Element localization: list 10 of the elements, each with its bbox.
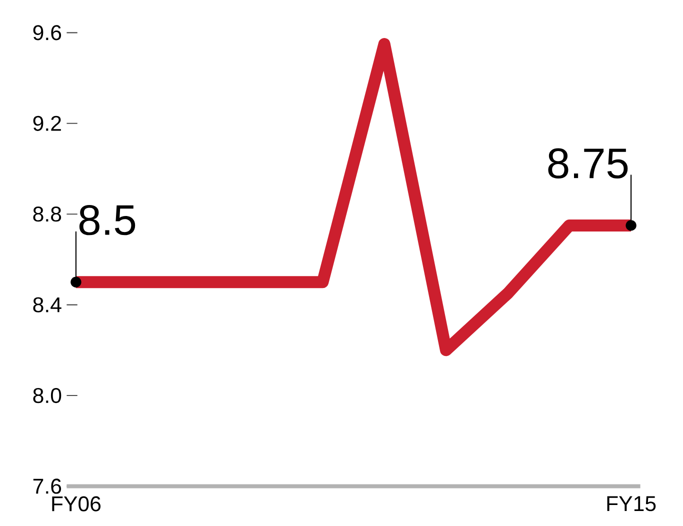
x-tick-label: FY15 xyxy=(607,496,656,512)
y-tick-label: 8.4 xyxy=(33,297,62,312)
y-tick-label: 9.6 xyxy=(33,25,62,40)
data-label: 8.5 xyxy=(79,204,136,236)
y-tick-label: 8.8 xyxy=(33,206,62,222)
y-tick-label: 8.0 xyxy=(33,388,62,403)
y-tick-label: 7.6 xyxy=(33,478,62,494)
x-tick-label: FY06 xyxy=(52,496,101,512)
y-tick-label: 9.2 xyxy=(33,116,61,131)
data-label: 8.75 xyxy=(548,148,628,178)
